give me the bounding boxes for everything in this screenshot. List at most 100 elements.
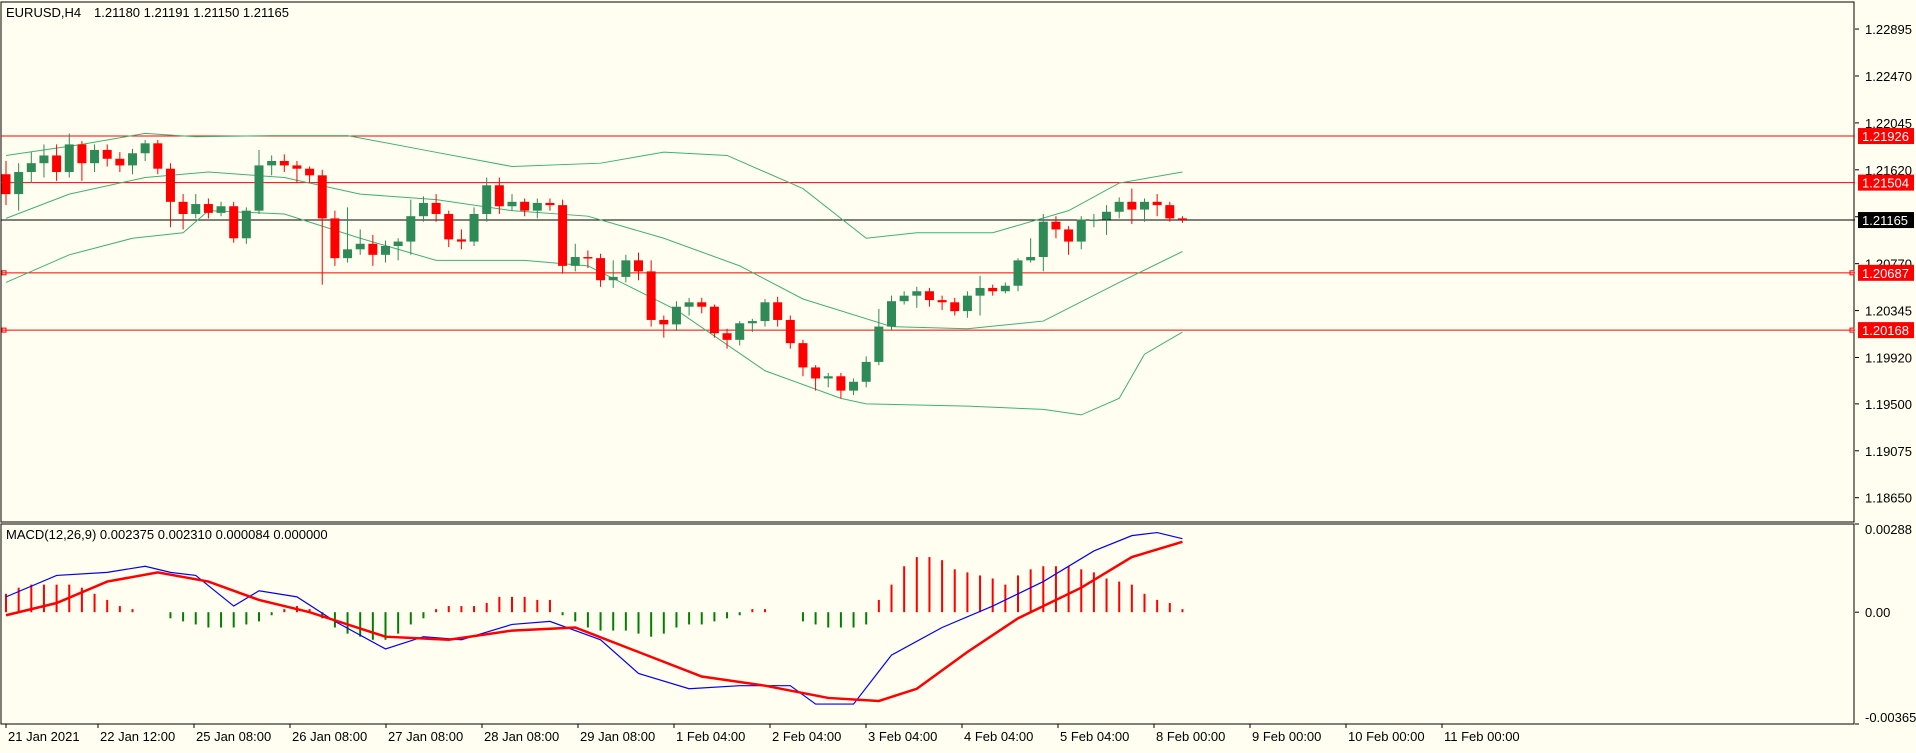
time-tick-label: 21 Jan 2021 [8,729,80,744]
time-tick-label: 28 Jan 08:00 [484,729,559,744]
price-tick-label: 1.22895 [1865,22,1912,37]
level-anchor-marker [1849,327,1855,333]
candle-body [975,287,985,296]
candle-body [912,291,922,296]
candle-body [988,287,998,292]
price-level-tag: 1.21504 [1858,174,1914,191]
candle-body [191,204,201,214]
bollinger-lower-band [5,210,1183,416]
candle-body [1076,219,1086,242]
macd-pane[interactable]: MACD(12,26,9) 0.002375 0.002310 0.000084… [0,523,1855,725]
candle-body [520,201,530,211]
price-level-tag-label: 1.21165 [1862,213,1908,228]
level-anchor-marker [1,327,7,333]
candle-body [165,168,175,202]
candlesticks [1,133,1187,399]
candle-body [39,155,49,164]
candle-body [507,201,517,207]
candle-body [811,367,821,379]
candle-body [431,202,441,214]
candle-body [798,343,808,368]
bollinger-upper-band [5,132,1183,239]
candle-body [469,213,479,242]
candle-body [823,376,833,379]
candle-body [849,381,859,391]
candle-body [735,323,745,340]
candle-body [1114,201,1124,212]
candle-body [937,300,947,303]
candle-body [684,302,694,307]
candle-body [355,243,365,250]
candle-body [456,239,466,242]
candle-body [722,333,732,340]
time-tick-label: 1 Feb 04:00 [676,729,745,744]
price-level-tag-bg [1858,264,1914,281]
candle-body [671,306,681,325]
price-tick-label: 1.20345 [1865,304,1912,319]
candle-body [1177,218,1187,220]
candle-body [874,326,884,362]
macd-lines [5,531,1183,705]
level-anchor-marker [1849,270,1855,276]
macd-tick-label: -0.003651 [1865,710,1916,725]
candle-body [545,202,555,206]
candle-body [393,241,403,246]
price-level-tag: 1.21165 [1858,212,1914,229]
candle-body [1152,201,1162,206]
time-tick-label: 10 Feb 00:00 [1348,729,1425,744]
price-pane-border [0,1,1855,523]
candle-body [330,218,340,259]
price-tick-label: 1.18650 [1865,491,1912,506]
candle-body [950,302,960,312]
candle-body [747,321,757,324]
candle-body [52,155,62,173]
candle-body [254,165,264,211]
candle-body [760,302,770,322]
time-axis: 21 Jan 2021 22 Jan 12:00 25 Jan 08:00 26 Ja… [5,724,1520,744]
time-tick-label: 26 Jan 08:00 [292,729,367,744]
macd-axis: 0.00288 0.00 -0.003651 [1855,522,1916,725]
candle-body [1165,205,1175,219]
candle-body [406,216,416,242]
time-tick-label: 11 Feb 00:00 [1444,729,1520,744]
candle-body [102,149,112,159]
time-tick-label: 27 Jan 08:00 [388,729,463,744]
candle-body [1127,201,1137,210]
candle-body [368,243,378,255]
price-tick-label: 1.19500 [1865,397,1912,412]
candle-body [1102,211,1112,220]
price-pane[interactable]: EURUSD,H4 1.21180 1.21191 1.21150 1.2116… [0,1,1855,523]
candle-body [924,291,934,301]
bollinger-bands [5,132,1183,416]
candle-body [596,258,606,281]
macd-pane-border [0,523,1855,725]
time-tick-label: 8 Feb 00:00 [1156,729,1225,744]
candle-body [178,201,188,214]
time-tick-label: 29 Jan 08:00 [580,729,655,744]
candle-body [532,202,542,211]
price-level-tag-bg [1858,212,1914,229]
price-level-tag-bg [1858,128,1914,145]
candle-body [203,204,213,213]
candle-body [381,245,390,255]
candle-body [26,163,36,173]
price-tick-label: 1.19075 [1865,444,1912,459]
candle-body [1038,221,1048,258]
price-level-tag: 1.20168 [1858,322,1914,339]
candle-body [140,143,150,154]
price-tick-label: 1.21620 [1865,163,1912,178]
price-level-tag: 1.21926 [1858,128,1914,145]
time-tick-label: 25 Jan 08:00 [196,729,271,744]
time-tick-label: 5 Feb 04:00 [1060,729,1129,744]
candle-body [1013,260,1023,286]
main-symbol-label: EURUSD,H4 [6,5,81,20]
candle-body [482,185,492,214]
candle-body [785,319,795,344]
level-anchor-marker [1,270,7,276]
candle-body [279,160,289,166]
candle-body [697,302,707,307]
candle-body [608,276,618,281]
macd-histogram [5,557,1184,640]
bollinger-middle-band [5,171,1183,330]
